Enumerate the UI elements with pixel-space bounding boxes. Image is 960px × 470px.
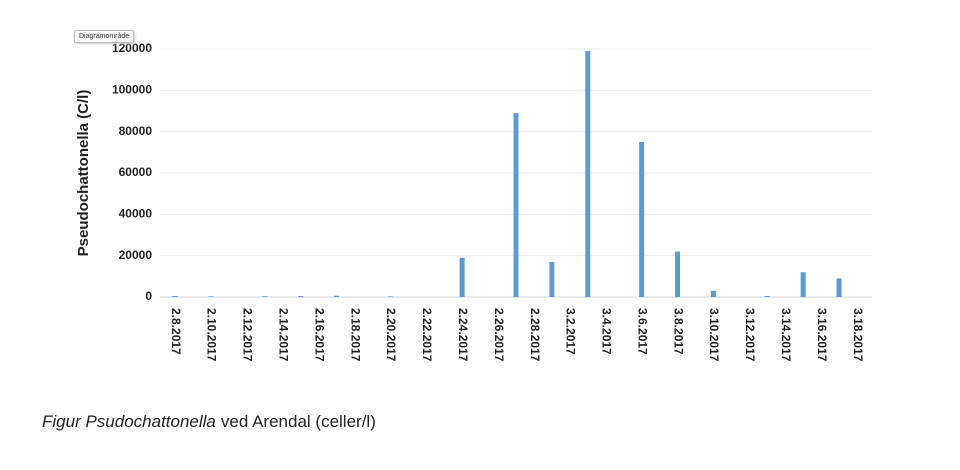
y-axis-label: Pseudochattonella (C/l) [75, 90, 92, 257]
y-tick-label: 40000 [119, 207, 153, 221]
x-tick-label: 3.16.2017 [815, 308, 829, 362]
x-tick-label: 2.10.2017 [205, 308, 219, 362]
bar [387, 296, 393, 297]
x-tick-label: 2.20.2017 [384, 308, 398, 362]
bar [459, 257, 465, 297]
x-tick-label: 2.16.2017 [312, 308, 326, 362]
x-tick-label: 3.4.2017 [600, 308, 614, 355]
bar [513, 113, 519, 297]
bar [262, 296, 268, 297]
caption: Figur Psudochattonella ved Arendal (celle… [42, 412, 376, 432]
bar [172, 295, 178, 297]
x-tick-label: 3.2.2017 [564, 308, 578, 355]
x-tick-label: 2.18.2017 [348, 308, 362, 362]
y-tick-label: 60000 [119, 165, 153, 179]
x-tick-label: 3.6.2017 [635, 308, 649, 355]
x-tick-label: 2.14.2017 [277, 308, 291, 362]
bar [764, 295, 770, 297]
y-tick-label: 80000 [119, 124, 153, 138]
bar [710, 290, 716, 297]
caption-italic: Figur Psudochattonella [42, 412, 216, 431]
bar [675, 251, 681, 297]
bar [549, 261, 555, 297]
x-tick-label: 2.12.2017 [241, 308, 255, 362]
bar [298, 295, 304, 297]
x-tick-label: 3.14.2017 [779, 308, 793, 362]
bar [585, 51, 591, 297]
x-tick-label: 2.22.2017 [420, 308, 434, 362]
x-tick-label: 3.12.2017 [743, 308, 757, 362]
y-tick-label: 0 [145, 289, 152, 303]
y-tick-label: 120000 [112, 41, 152, 55]
x-tick-label: 3.18.2017 [851, 308, 865, 362]
bar [836, 278, 842, 297]
caption-text: ved Arendal (celler/l) [220, 412, 376, 431]
y-tick-label: 20000 [119, 248, 153, 262]
x-tick-label: 2.8.2017 [169, 308, 183, 355]
x-tick-label: 2.28.2017 [528, 308, 542, 362]
x-tick-label: 3.8.2017 [671, 308, 685, 355]
bar [800, 272, 806, 297]
bar [208, 296, 214, 297]
tooltip: Diagramområde [74, 30, 135, 43]
x-tick-label: 3.10.2017 [707, 308, 721, 362]
bar [334, 295, 340, 297]
x-tick-label: 2.24.2017 [456, 308, 470, 362]
y-tick-label: 100000 [112, 83, 152, 97]
bar [639, 142, 645, 297]
x-tick-label: 2.26.2017 [492, 308, 506, 362]
